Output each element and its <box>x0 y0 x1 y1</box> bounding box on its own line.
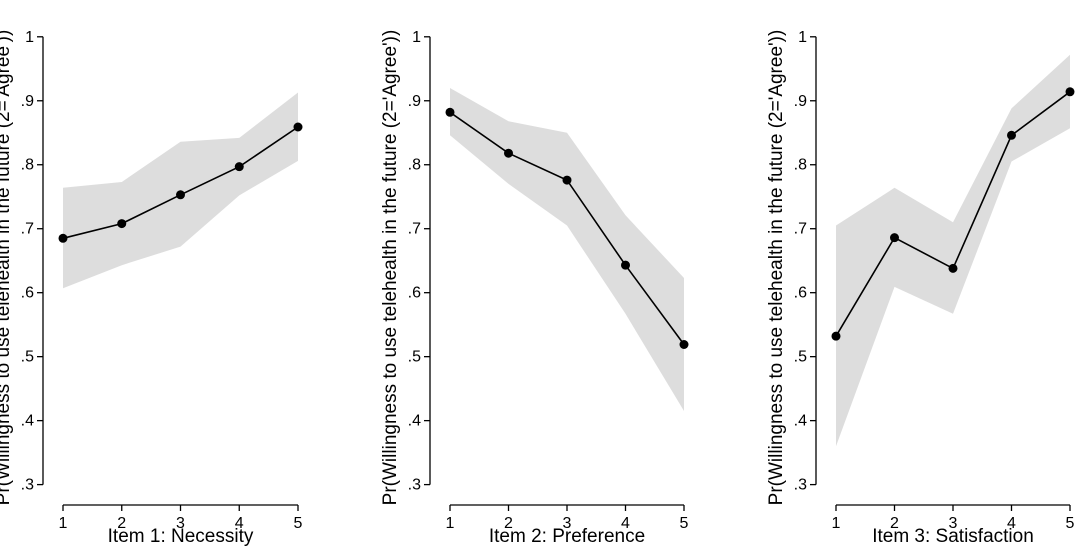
x-tick-label: 5 <box>680 515 689 532</box>
data-point <box>1065 87 1075 97</box>
x-tick-label: 4 <box>235 515 244 532</box>
y-tick-label: 1 <box>798 29 807 46</box>
confidence-band <box>836 54 1070 447</box>
y-tick-label: .3 <box>21 477 34 494</box>
x-axis-title: Item 3: Satisfaction <box>872 526 1034 547</box>
y-axis-title: Pr(Willingness to use telehealth in the … <box>0 30 14 506</box>
x-axis-title: Item 1: Necessity <box>108 526 254 547</box>
data-point <box>504 148 513 158</box>
y-tick-label: .7 <box>408 221 421 238</box>
y-tick-label: .6 <box>21 285 34 302</box>
data-point <box>58 233 68 243</box>
data-point <box>562 175 572 185</box>
x-tick-label: 2 <box>117 515 126 532</box>
y-tick-label: .6 <box>794 285 807 302</box>
x-tick-label: 1 <box>59 515 68 532</box>
data-point <box>117 219 127 229</box>
y-tick-label: 1 <box>25 29 34 46</box>
y-tick-label: .7 <box>794 221 807 238</box>
x-tick-label: 3 <box>949 515 958 532</box>
confidence-band <box>450 88 684 411</box>
y-tick-label: .4 <box>794 413 807 430</box>
data-point <box>234 162 244 172</box>
x-tick-label: 4 <box>1007 515 1016 532</box>
data-point <box>831 331 841 341</box>
y-tick-label: .9 <box>794 93 807 110</box>
data-point <box>293 122 303 132</box>
y-tick-label: .7 <box>21 221 34 238</box>
x-tick-label: 5 <box>1066 515 1075 532</box>
y-tick-label: .9 <box>408 93 421 110</box>
chart-panel-1: .3 .4 .5 .6 .7 .8 .9 1 1 2 3 4 5 Item 1: Necessity Pr(… <box>0 29 303 547</box>
y-tick-label: .4 <box>21 413 34 430</box>
x-tick-label: 1 <box>446 515 455 532</box>
x-tick-label: 1 <box>832 515 841 532</box>
y-tick-label: .5 <box>794 349 807 366</box>
y-axis-title: Pr(Willingness to use telehealth in the … <box>766 30 787 506</box>
chart-panel-2: .3 .4 .5 .6 .7 .8 .9 1 1 2 3 4 5 Item 2: Preference Pr… <box>380 29 689 547</box>
y-tick-label: .8 <box>408 157 421 174</box>
data-point <box>621 260 630 270</box>
data-point <box>890 233 899 243</box>
x-tick-label: 2 <box>504 515 513 532</box>
y-tick-label: .3 <box>408 477 421 494</box>
x-tick-label: 5 <box>294 515 303 532</box>
data-point <box>948 263 958 273</box>
y-tick-label: 1 <box>412 29 421 46</box>
chart-panel-3: .3 .4 .5 .6 .7 .8 .9 1 1 2 3 4 5 Item 3: Satisfaction… <box>766 29 1075 547</box>
y-tick-label: .3 <box>794 477 807 494</box>
data-point <box>1007 130 1016 140</box>
y-tick-label: .8 <box>21 157 34 174</box>
y-tick-label: .6 <box>408 285 421 302</box>
y-tick-label: .8 <box>794 157 807 174</box>
data-point <box>176 190 185 200</box>
y-tick-label: .9 <box>21 93 34 110</box>
y-tick-label: .4 <box>408 413 421 430</box>
x-tick-label: 4 <box>621 515 630 532</box>
x-tick-label: 3 <box>176 515 185 532</box>
data-point <box>445 107 455 117</box>
y-axis-title: Pr(Willingness to use telehealth in the … <box>380 30 401 506</box>
x-tick-label: 2 <box>890 515 899 532</box>
data-point <box>679 340 689 350</box>
x-tick-label: 3 <box>563 515 572 532</box>
x-axis-title: Item 2: Preference <box>489 526 645 547</box>
y-tick-label: .5 <box>21 349 34 366</box>
y-tick-label: .5 <box>408 349 421 366</box>
